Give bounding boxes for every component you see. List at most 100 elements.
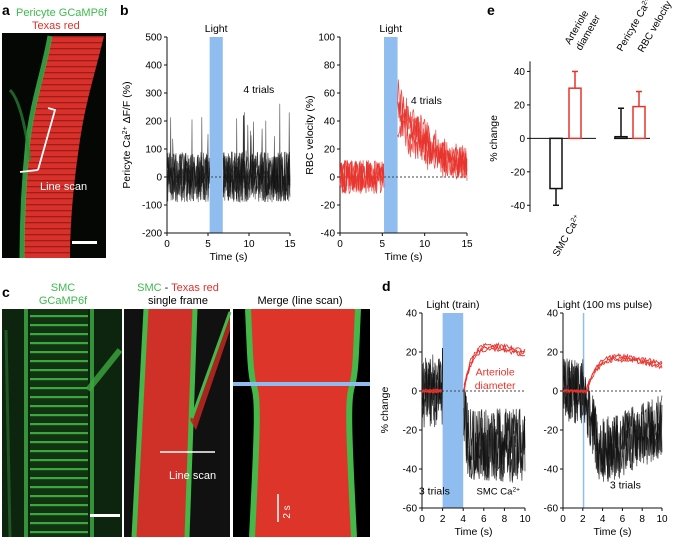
- arteriole-label-line1: Arteriole: [476, 366, 515, 378]
- y-tick-label: 40: [547, 309, 559, 320]
- x-tick-label: 8: [502, 514, 508, 525]
- x-tick-label: 10: [656, 514, 668, 525]
- single-frame-subtitle: single frame: [148, 295, 208, 307]
- x-tick-label: 0: [560, 514, 566, 525]
- rbc-velocity-trace-4: [339, 119, 468, 194]
- legend-texas-red: Texas red: [32, 20, 80, 32]
- y-tick-label: -20: [511, 167, 526, 178]
- arteriole-diameter-trace-2: [421, 344, 526, 394]
- bar-rbc-velocity: [632, 105, 646, 140]
- arteriole-diameter-trace-3: [421, 346, 525, 394]
- legend-pericyte-gcamp6f: Pericyte GCaMP6f: [16, 7, 108, 19]
- scale-2s-label: 2 s: [282, 505, 293, 518]
- y-tick-label: 200: [145, 117, 162, 128]
- chart-title: Light (100 ms pulse): [557, 299, 652, 311]
- bar-pericyte-ca2-: [614, 135, 628, 140]
- x-axis-label: Time (s): [593, 526, 631, 538]
- y-tick-label: 100: [145, 145, 162, 156]
- y-tick-label: -60: [403, 504, 418, 515]
- y-tick-label: -40: [321, 229, 336, 240]
- x-tick-label: 2: [440, 514, 446, 525]
- trials-annotation: 4 trials: [411, 95, 442, 107]
- x-tick-label: 4: [600, 514, 606, 525]
- y-tick-label: 40: [324, 117, 336, 128]
- merge-title: Merge (line scan): [258, 295, 343, 307]
- bar-arteriole-diameter: [568, 87, 582, 140]
- bar-smc-ca2-: [549, 137, 563, 190]
- single-frame-title: SMC - Texas red: [137, 282, 219, 294]
- panel-b-label: b: [120, 2, 129, 18]
- y-axis-label: % change: [488, 115, 500, 162]
- y-tick-label: 500: [145, 33, 162, 44]
- x-tick-label: 6: [620, 514, 626, 525]
- panel-c-label: c: [2, 284, 10, 300]
- y-axis-label: RBC velocity (%): [304, 95, 316, 174]
- panel-d-label: d: [382, 278, 391, 294]
- chart-pericyte-ca: -200 -100 0 100 200 300 400 500 0 5 10 15 Time (s) Li…: [121, 23, 296, 263]
- y-tick-label: -40: [403, 465, 418, 476]
- y-tick-label: 40: [514, 67, 526, 78]
- x-tick-label: 4: [460, 514, 466, 525]
- trials-annotation: 3 trials: [610, 480, 641, 492]
- x-tick-label: 6: [481, 514, 487, 525]
- chart-title: Light (train): [426, 299, 479, 311]
- x-tick-label: 10: [243, 239, 255, 250]
- line-scan-label-c: Line scan: [169, 470, 216, 482]
- y-tick-label: 0: [552, 387, 558, 398]
- x-axis-label: Time (s): [454, 526, 492, 538]
- y-axis-label: % change: [379, 386, 391, 433]
- chart-pulse: -60 -40 -20 0 20 40 0 2 4 6 8 10 Time (s) Light (100 …: [544, 299, 668, 538]
- arteriole-label-line2: diameter: [475, 380, 516, 392]
- y-tick-label: 0: [329, 173, 335, 184]
- panel-a: a Pericyte GCaMP6f Texas red Line scan: [2, 2, 108, 259]
- y-tick-label: 0: [411, 387, 417, 398]
- pericyte-ca-trace-4: [166, 134, 291, 203]
- chart-title: Light: [205, 23, 228, 35]
- y-tick-label: -40: [544, 465, 559, 476]
- trials-annotation: 4 trials: [243, 84, 274, 96]
- y-tick-label: 20: [406, 348, 418, 359]
- y-tick-label: -40: [511, 201, 526, 212]
- line-scan-label-a: Line scan: [40, 181, 87, 193]
- smc-ca-trace-3: [562, 358, 663, 482]
- y-tick-label: 80: [324, 61, 336, 72]
- y-tick-label: -20: [403, 426, 418, 437]
- y-tick-label: 60: [324, 89, 336, 100]
- chart-rbc-velocity: -40 -20 0 20 40 60 80 100 0 5 10 15 Time (s) Light RBC…: [304, 23, 473, 263]
- arteriole-diameter-trace-3: [562, 357, 663, 396]
- light-stimulus-band: [209, 37, 223, 233]
- label-smc-ca: SMC Ca2+: [551, 213, 584, 258]
- panel-c: c SMC GCaMP6f SMC - Texas red single fra…: [2, 282, 370, 538]
- x-axis-label: Time (s): [209, 251, 247, 263]
- x-tick-label: 2: [580, 514, 586, 525]
- x-tick-label: 5: [380, 239, 386, 250]
- x-axis-label: Time (s): [384, 251, 422, 263]
- smc-vessel: [30, 309, 88, 537]
- y-axis-label: Pericyte Ca2+ ΔF/F (%): [121, 81, 133, 188]
- x-tick-label: 8: [639, 514, 645, 525]
- scale-bar-a: [72, 241, 97, 244]
- line-scan-path: [37, 107, 57, 171]
- y-tick-label: 40: [406, 309, 418, 320]
- trials-annotation: 3 trials: [419, 485, 450, 497]
- panel-e-label: e: [487, 2, 495, 18]
- y-tick-label: 100: [318, 33, 335, 44]
- light-stimulus-band: [442, 313, 464, 508]
- x-tick-label: 15: [461, 239, 473, 250]
- merge-light-marker: [233, 382, 370, 386]
- x-tick-label: 0: [164, 239, 170, 250]
- y-tick-label: -200: [142, 229, 162, 240]
- x-tick-label: 15: [284, 239, 296, 250]
- y-tick-label: 20: [324, 145, 336, 156]
- chart-title: Light: [379, 23, 402, 35]
- y-tick-label: -20: [544, 426, 559, 437]
- y-tick-label: 400: [145, 61, 162, 72]
- panel-a-label: a: [2, 2, 10, 18]
- y-tick-label: -60: [544, 504, 559, 515]
- y-tick-label: 20: [514, 100, 526, 111]
- x-tick-label: 0: [337, 239, 343, 250]
- scale-bar-c: [90, 514, 120, 517]
- x-tick-label: 10: [519, 514, 531, 525]
